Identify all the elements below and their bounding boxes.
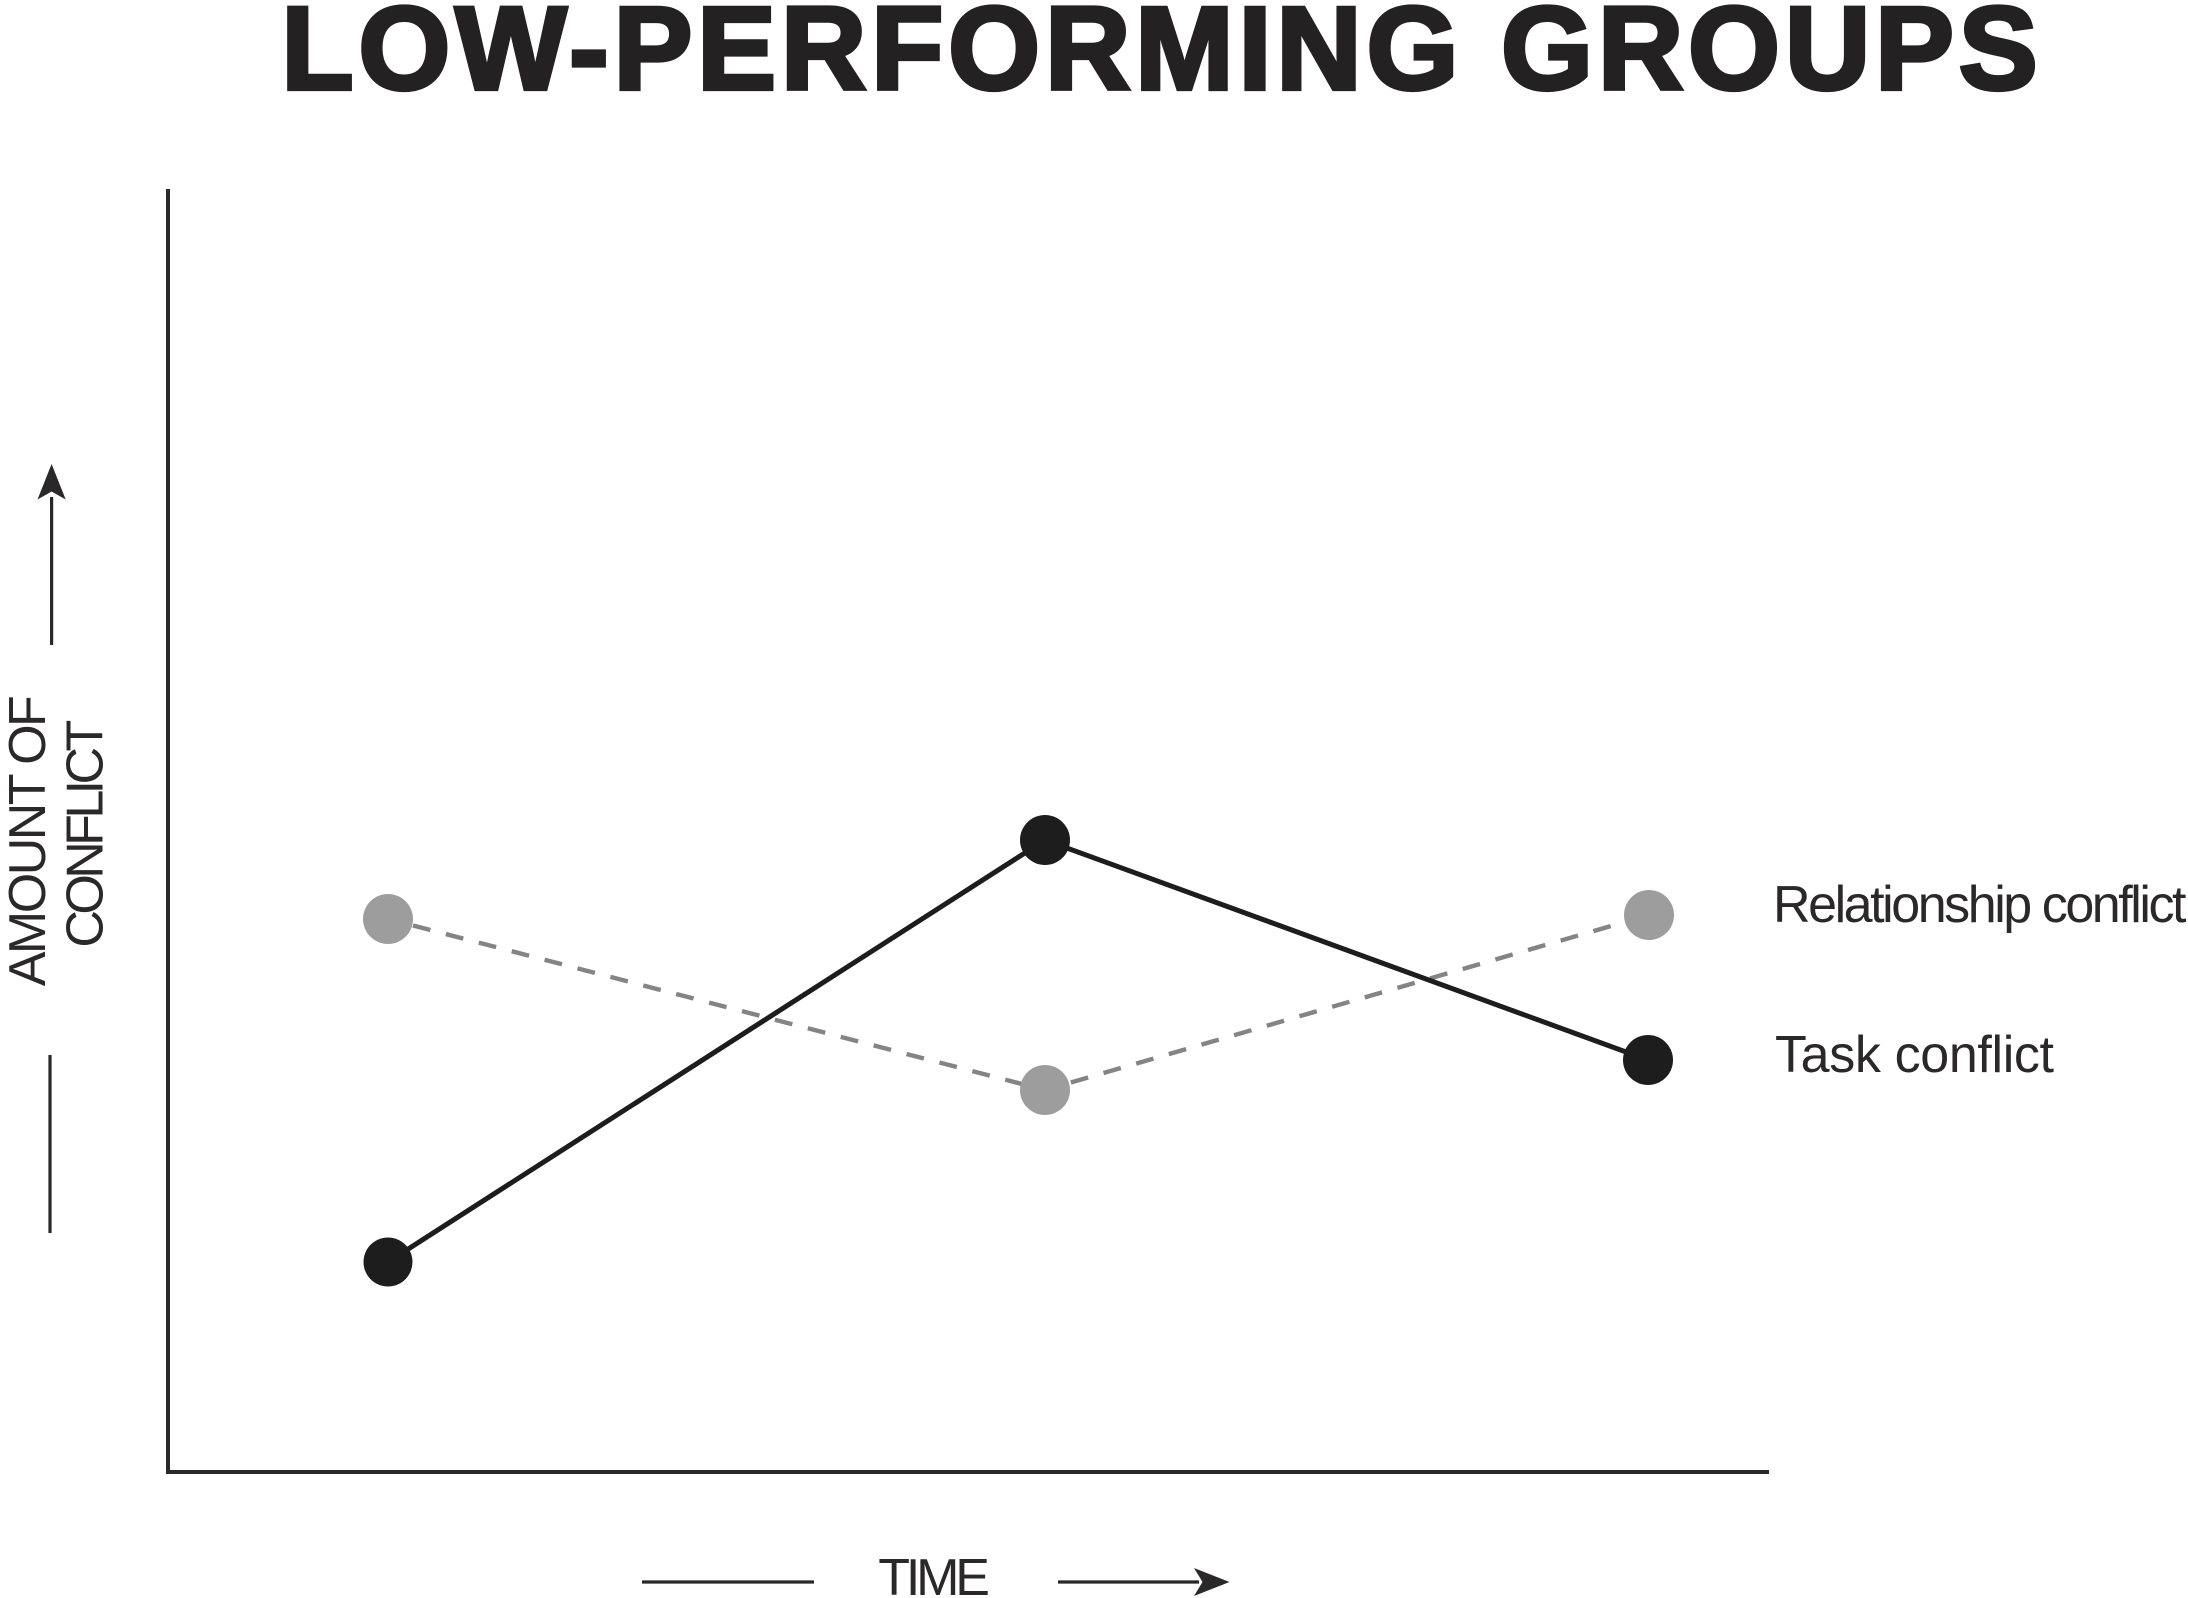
svg-text:Task conflict: Task conflict [1775, 1026, 2055, 1084]
svg-text:AMOUNT OF CONFLICT: AMOUNT OF CONFLICT [0, 686, 115, 987]
svg-text:TIME: TIME [878, 1549, 988, 1598]
svg-text:Relationship conflict: Relationship conflict [1773, 876, 2187, 934]
svg-text:LOW-PERFORMING GROUPS: LOW-PERFORMING GROUPS [281, 0, 2042, 115]
